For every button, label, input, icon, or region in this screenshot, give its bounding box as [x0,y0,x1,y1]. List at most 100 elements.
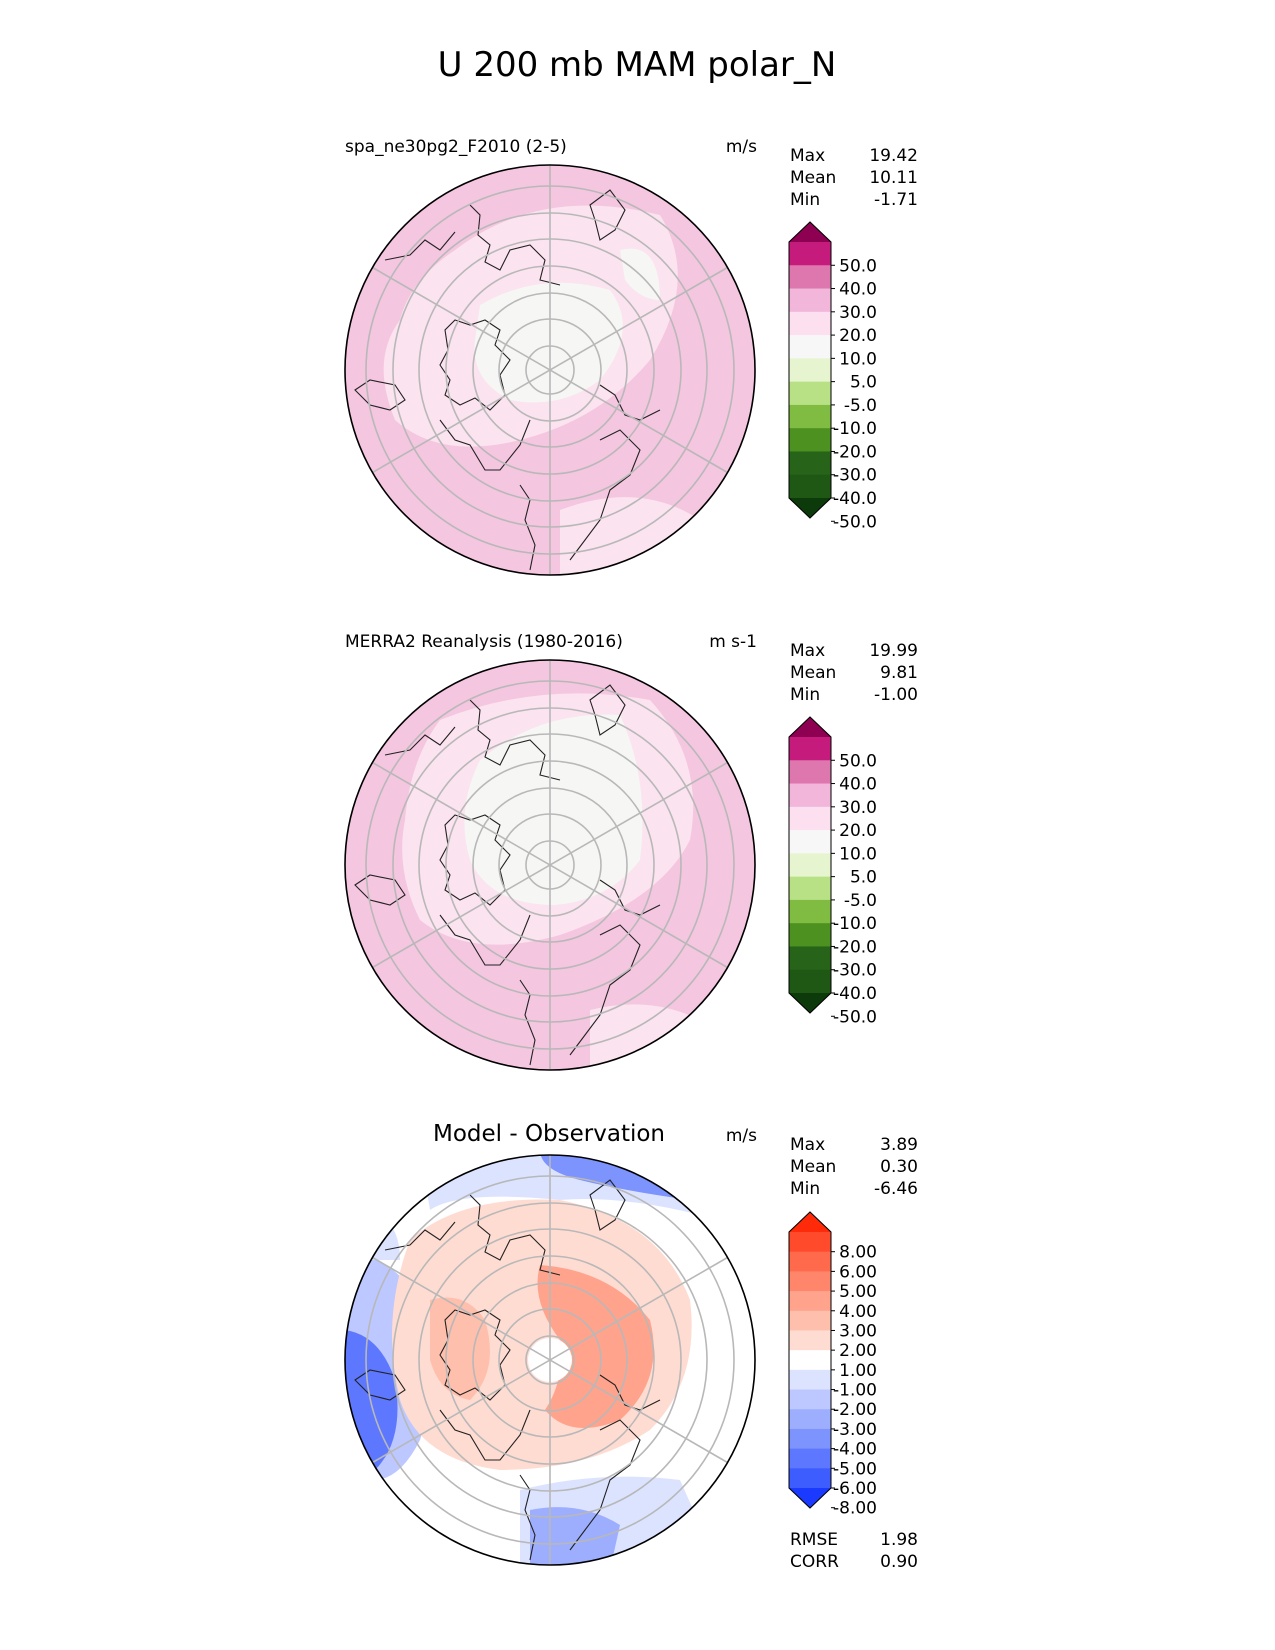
colorbar-segment [789,737,831,761]
metric-label-corr: CORR [790,1552,839,1572]
colorbar-cap-bottom [789,1488,831,1508]
colorbar-segment [789,1310,831,1331]
colorbar-segment [789,242,831,266]
colorbar-tick-label: -40.0 [833,489,877,509]
field-red-east [537,1265,654,1428]
colorbar-segment [789,1330,831,1351]
map-border [344,1154,756,1566]
metric-label-rmse: RMSE [790,1530,838,1550]
colorbar-segment [789,876,831,901]
colorbar-segment [789,1291,831,1312]
colorbar-cap-bottom [789,498,831,518]
colorbar-tick-label: 10.0 [839,844,877,864]
stat-label-max: Max [790,146,825,166]
panel-test: spa_ne30pg2_F2010 (2-5) m/s Max 19.42 Me… [344,137,918,576]
colorbar-tick-label: 40.0 [839,280,877,300]
panel-title: spa_ne30pg2_F2010 (2-5) [345,137,567,157]
panel-units: m/s [726,1126,757,1146]
stats-block: Max 3.89 Mean 0.30 Min -6.46 [790,1135,918,1199]
stat-label-min: Min [790,190,820,210]
colorbar-segment [789,1468,831,1489]
colorbar-tick-label: -10.0 [833,914,877,934]
colorbar-segment [789,288,831,313]
stat-label-mean: Mean [790,1157,836,1177]
colorbar-segment [789,1350,831,1371]
colorbar: 50.0 40.0 30.0 20.0 10.0 5.0 -5.0 -10.0 -20.0 -30… [788,716,877,1027]
stat-max: 19.99 [869,641,918,661]
colorbar-tick-label: -5.00 [833,1459,877,1479]
colorbar-segment [789,428,831,452]
stat-label-min: Min [790,685,820,705]
colorbar-segment [789,451,831,476]
panel-units: m/s [726,137,757,157]
stats-block: Max 19.42 Mean 10.11 Min -1.71 [790,146,918,210]
colorbar-segment [789,474,831,499]
colorbar-tick-label: -50.0 [833,1007,877,1027]
colorbar-segment [789,946,831,971]
colorbar-segment [789,923,831,947]
stat-min: -6.46 [874,1179,918,1199]
stat-label-mean: Mean [790,663,836,683]
colorbar-tick-label: 3.00 [839,1321,877,1341]
colorbar-segment [789,1369,831,1391]
panel-units: m s-1 [709,632,757,652]
stat-mean: 0.30 [880,1157,918,1177]
colorbar-segment [789,830,831,854]
stat-label-max: Max [790,1135,825,1155]
colorbar-segment [789,1428,831,1450]
colorbar-tick-label: -10.0 [833,419,877,439]
colorbar-tick-label: 50.0 [839,751,877,771]
map-1 [344,659,756,1071]
graticule [365,660,735,1070]
colorbar-tick-label: 40.0 [839,775,877,795]
colorbar-tick-label: -1.00 [833,1381,877,1401]
stat-mean: 10.11 [869,168,918,188]
panel-title: Model - Observation [433,1121,665,1147]
stat-min: -1.71 [874,190,918,210]
colorbar-tick-label: 1.00 [839,1361,877,1381]
coastlines [354,189,661,571]
colorbar-segment [789,381,831,406]
colorbar-tick-label: 5.0 [850,868,877,888]
stat-min: -1.00 [874,685,918,705]
colorbar: 8.006.005.004.003.002.001.00-1.00-2.00-3… [788,1211,877,1519]
colorbar-tick-label: -5.0 [844,891,877,911]
colorbar-segment [789,265,831,290]
colorbar: 50.0 40.0 30.0 20.0 10.0 5.0 -5.0 -10.0 -20.0 -30… [788,221,877,532]
colorbar-tick-label: 20.0 [839,821,877,841]
colorbar-cap-top [789,1212,831,1232]
colorbar-tick-label: -3.00 [833,1420,877,1440]
map-0 [344,164,756,576]
colorbar-segment [789,1389,831,1410]
colorbar-tick-label: -50.0 [833,512,877,532]
metric-rmse: 1.98 [880,1530,918,1550]
colorbar-tick-label: 6.00 [839,1262,877,1282]
colorbar-tick-label: 50.0 [839,256,877,276]
colorbar-segment [789,783,831,808]
colorbar-tick-label: -40.0 [833,984,877,1004]
colorbar-segment [789,311,831,336]
stat-label-mean: Mean [790,168,836,188]
colorbar-segment [789,335,831,359]
colorbar-tick-label: -6.00 [833,1479,877,1499]
colorbar-segment [789,404,831,429]
colorbar-tick-label: -5.0 [844,396,877,416]
field-core [474,282,623,403]
colorbar-tick-label: -30.0 [833,961,877,981]
map-border [344,164,756,576]
field-blue-bottom-strong [530,1507,620,1565]
map-border [344,659,756,1071]
colorbar-segment [789,969,831,994]
metric-corr: 0.90 [880,1552,918,1572]
colorbar-segment [789,806,831,831]
colorbar-tick-label: 30.0 [839,303,877,323]
colorbar-tick-label: -4.00 [833,1440,877,1460]
colorbar-segment [789,1409,831,1430]
colorbar-tick-label: 5.00 [839,1282,877,1302]
figure-title: U 200 mb MAM polar_N [438,45,837,85]
stat-mean: 9.81 [880,663,918,683]
graticule [365,165,735,575]
colorbar-segment [789,1232,831,1253]
colorbar-tick-label: -30.0 [833,466,877,486]
